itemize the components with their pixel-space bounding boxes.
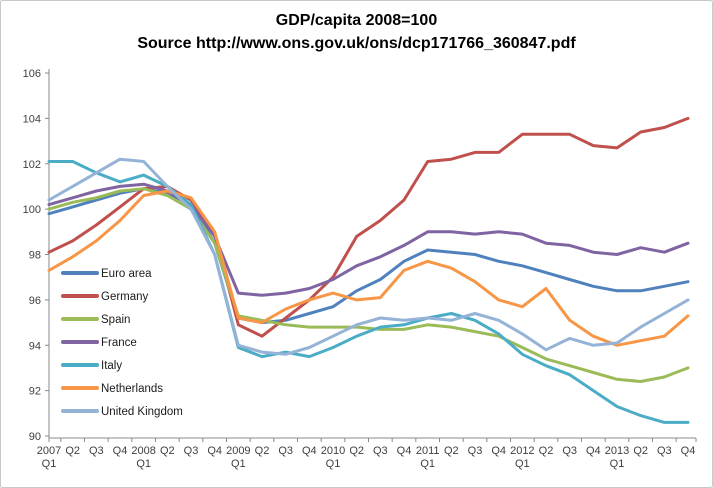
chart-header: GDP/capita 2008=100 Source http://www.on…: [1, 9, 712, 55]
legend-label-germany: Germany: [101, 291, 149, 303]
x-tick-label: 2011 Q1: [416, 445, 440, 470]
x-tick-label: Q4: [207, 445, 222, 457]
x-tick-label: 2013 Q1: [605, 445, 629, 470]
legend-item-euro-area: Euro area: [61, 268, 152, 280]
legend-item-united-kingdom: United Kingdom: [61, 406, 183, 418]
x-tick-label: Q2: [539, 445, 554, 457]
legend-label-spain: Spain: [101, 314, 130, 326]
series-line-italy: [47, 160, 690, 424]
y-tick-label: 92: [29, 386, 41, 398]
chart-subtitle: Source http://www.ons.gov.uk/ons/dcp1717…: [137, 35, 576, 53]
x-tick-label: Q3: [89, 445, 104, 457]
x-tick-label: 2008 Q1: [131, 445, 155, 470]
y-tick-label: 98: [29, 250, 41, 262]
chart-title: GDP/capita 2008=100: [275, 12, 438, 29]
x-tick-label: Q3: [468, 445, 483, 457]
y-tick-label: 100: [23, 204, 41, 216]
x-tick-label: Q4: [397, 445, 412, 457]
y-tick-label: 104: [23, 113, 41, 125]
legend-label-euro-area: Euro area: [101, 268, 152, 280]
y-tick-label: 106: [23, 68, 41, 80]
legend-label-france: France: [101, 337, 137, 349]
x-tick-label: Q2: [65, 445, 80, 457]
x-tick-label: 2007 Q1: [37, 445, 61, 470]
y-tick-label: 94: [29, 340, 41, 352]
x-tick-label: 2009 Q1: [226, 445, 250, 470]
x-tick-label: Q3: [278, 445, 293, 457]
x-tick-label: 2010 Q1: [321, 445, 345, 470]
y-tick-label: 102: [23, 159, 41, 171]
x-tick-label: Q3: [373, 445, 388, 457]
x-tick-label: Q4: [681, 445, 696, 457]
legend-item-spain: Spain: [61, 314, 130, 326]
x-tick-label: Q2: [160, 445, 175, 457]
x-tick-label: Q4: [113, 445, 128, 457]
x-tick-label: Q2: [349, 445, 364, 457]
x-tick-label: Q4: [491, 445, 506, 457]
x-tick-label: Q3: [184, 445, 199, 457]
x-tick-label: Q4: [302, 445, 317, 457]
series-line-netherlands: [47, 189, 690, 347]
legend-item-italy: Italy: [61, 360, 122, 372]
x-tick-label: Q3: [562, 445, 577, 457]
series-line-united-kingdom: [47, 157, 690, 356]
legend-item-netherlands: Netherlands: [61, 383, 163, 395]
x-tick-label: Q2: [255, 445, 270, 457]
x-tick-label: Q2: [633, 445, 648, 457]
x-tick-label: Q4: [586, 445, 601, 457]
legend-label-united-kingdom: United Kingdom: [101, 406, 183, 418]
y-tick-label: 90: [29, 431, 41, 443]
legend-item-france: France: [61, 337, 137, 349]
series-line-germany: [47, 116, 690, 338]
legend-label-netherlands: Netherlands: [101, 383, 163, 395]
x-tick-label: 2012 Q1: [510, 445, 534, 470]
series-line-france: [47, 182, 690, 297]
legend-label-italy: Italy: [101, 360, 122, 372]
x-tick-label: Q2: [444, 445, 459, 457]
legend-item-germany: Germany: [61, 291, 149, 303]
y-tick-label: 96: [29, 295, 41, 307]
x-tick-label: Q3: [657, 445, 672, 457]
